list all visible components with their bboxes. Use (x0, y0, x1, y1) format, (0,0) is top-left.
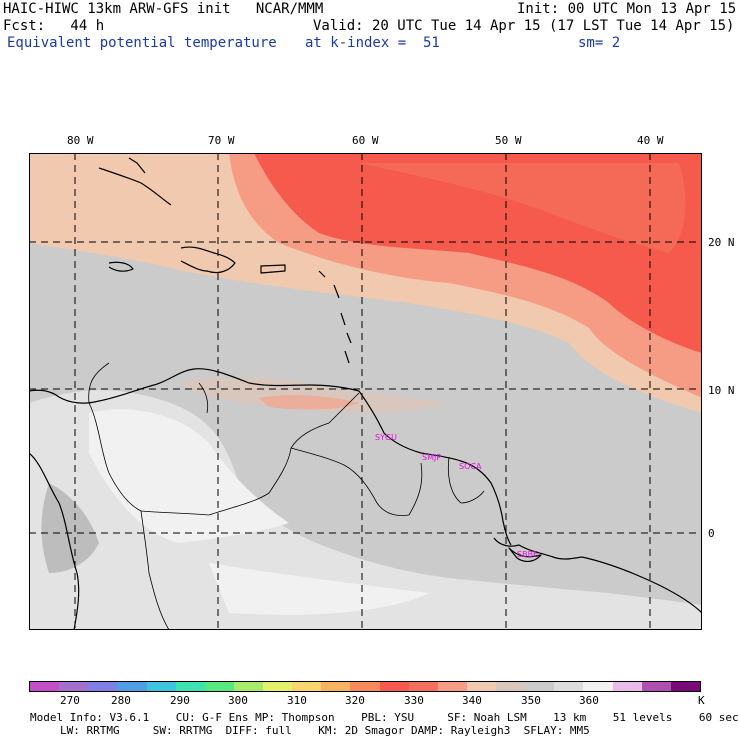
lon-label-70w: 70 W (208, 134, 235, 147)
colorbar-swatch (263, 682, 293, 691)
colorbar-swatch (641, 682, 671, 691)
colorbar-swatch (117, 682, 147, 691)
colorbar-swatch (59, 682, 89, 691)
lon-label-60w: 60 W (352, 134, 379, 147)
colorbar-swatch (233, 682, 263, 691)
colorbar-label-320: 320 (345, 694, 365, 707)
colorbar-swatch (146, 682, 176, 691)
colorbar-swatch (379, 682, 409, 691)
valid-time: Valid: 20 UTC Tue 14 Apr 15 (17 LST Tue … (313, 18, 735, 34)
station-sygu: SYGU (375, 433, 397, 442)
colorbar-swatch (437, 682, 467, 691)
colorbar-swatch (175, 682, 205, 691)
colorbar (29, 681, 701, 692)
lon-label-50w: 50 W (495, 134, 522, 147)
colorbar-swatch (670, 682, 700, 691)
lat-label-20n: 20 N (708, 236, 735, 249)
colorbar-swatch (525, 682, 555, 691)
colorbar-swatch (554, 682, 584, 691)
station-sbbe: SBBE (517, 550, 538, 559)
colorbar-label-290: 290 (170, 694, 190, 707)
lon-label-40w: 40 W (637, 134, 664, 147)
station-soca: SOCA (459, 462, 482, 471)
title-model: HAIC-HIWC 13km ARW-GFS init NCAR/MMM (3, 1, 324, 17)
colorbar-swatch (612, 682, 642, 691)
colorbar-label-330: 330 (404, 694, 424, 707)
colorbar-swatch (204, 682, 234, 691)
init-time: Init: 00 UTC Mon 13 Apr 15 (517, 1, 737, 17)
station-smjp: SMJP (422, 453, 441, 462)
field-name: Equivalent potential temperature (7, 35, 277, 51)
colorbar-swatch (292, 682, 322, 691)
colorbar-swatch (408, 682, 438, 691)
theta-e-field: SYGU SMJP SOCA SBBE (29, 153, 702, 630)
lon-label-80w: 80 W (67, 134, 94, 147)
colorbar-label-350: 350 (521, 694, 541, 707)
colorbar-swatch (496, 682, 526, 691)
map-panel: SYGU SMJP SOCA SBBE (29, 153, 702, 630)
colorbar-label-270: 270 (60, 694, 80, 707)
level-index: at k-index = 51 (305, 35, 440, 51)
colorbar-swatch (88, 682, 118, 691)
colorbar-label-300: 300 (228, 694, 248, 707)
colorbar-swatch (583, 682, 613, 691)
colorbar-label-280: 280 (111, 694, 131, 707)
footer-model-info: Model Info: V3.6.1 CU: G-F Ens MP: Thomp… (30, 711, 739, 724)
colorbar-swatch (321, 682, 351, 691)
map-frame (29, 153, 702, 630)
colorbar-unit: K (698, 694, 705, 707)
forecast-hour: Fcst: 44 h (3, 18, 105, 34)
colorbar-label-360: 360 (579, 694, 599, 707)
colorbar-swatch (350, 682, 380, 691)
footer-physics-info: LW: RRTMG SW: RRTMG DIFF: full KM: 2D Sm… (60, 724, 590, 737)
lat-label-10n: 10 N (708, 384, 735, 397)
lat-label-equator: 0 (708, 527, 715, 540)
colorbar-swatch (466, 682, 496, 691)
smoothing: sm= 2 (578, 35, 621, 51)
colorbar-swatch (30, 682, 60, 691)
colorbar-label-310: 310 (287, 694, 307, 707)
colorbar-label-340: 340 (462, 694, 482, 707)
